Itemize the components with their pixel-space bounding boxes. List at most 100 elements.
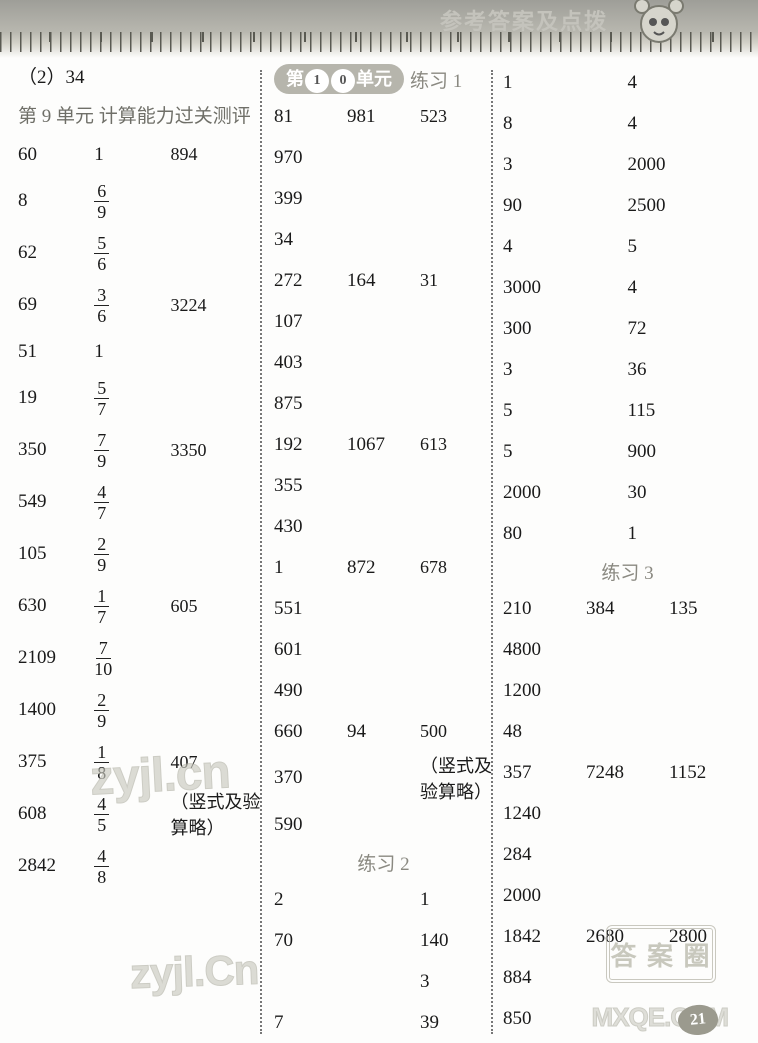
cell: 5 <box>628 236 753 258</box>
table-row: 1921067613 <box>274 424 493 465</box>
cell: 1200 <box>503 680 586 702</box>
cell: 490 <box>274 680 347 702</box>
cell: 894 <box>171 144 263 165</box>
cell: 551 <box>274 598 347 620</box>
cell: 81 <box>274 106 347 128</box>
cell: 2800 <box>669 926 752 948</box>
fraction: 56 <box>94 234 109 273</box>
table-row: 902500 <box>503 185 752 226</box>
cell: 19 <box>18 387 94 409</box>
top-header: 参考答案及点拨 <box>0 0 758 58</box>
cell: （竖式及验算略） <box>171 788 263 840</box>
cell: 875 <box>274 393 347 415</box>
cell: 3 <box>503 359 628 381</box>
table-row: 4800 <box>503 629 752 670</box>
cell: 850 <box>503 1008 586 1030</box>
cell: 970 <box>274 147 347 169</box>
cell: 2000 <box>503 885 586 907</box>
exercise-2-title: 练习 2 <box>274 845 493 879</box>
fraction: 45 <box>94 795 109 834</box>
table-row: 27216431 <box>274 260 493 301</box>
cell: 601 <box>274 639 347 661</box>
page-number: 21 <box>677 1003 720 1037</box>
banner-title: 参考答案及点拨 <box>440 4 608 36</box>
cell: 115 <box>628 400 753 422</box>
cell: 17 <box>94 587 170 626</box>
table-row: 1200 <box>503 670 752 711</box>
cell: 272 <box>274 270 347 292</box>
cell: 590 <box>274 814 347 836</box>
table-row: 551 <box>274 588 493 629</box>
cell: 4800 <box>503 639 586 661</box>
table-row: 739 <box>274 1002 493 1043</box>
table-row: 1240 <box>503 793 752 834</box>
cell: 69 <box>94 182 170 221</box>
exercise-1-title: 练习 1 <box>410 66 462 93</box>
page-content: （2）34 第 9 单元 计算能力过关测评 601894869625669363… <box>0 58 758 1043</box>
cell: 407 <box>171 752 263 773</box>
cell: 60 <box>18 144 94 166</box>
fraction: 48 <box>94 847 109 886</box>
cell: 94 <box>347 721 420 743</box>
cell: 900 <box>628 441 753 463</box>
cell: 90 <box>503 195 628 217</box>
cell: 4 <box>503 236 628 258</box>
cell: 3350 <box>171 440 263 461</box>
table-row: 1957 <box>18 372 262 424</box>
table-row: 210 384 135 <box>503 588 752 629</box>
table-row: 370（竖式及验算略） <box>274 752 493 804</box>
exercise-3-title: 练习 3 <box>503 554 752 588</box>
cell: 630 <box>18 595 94 617</box>
cell: 3 <box>420 971 493 993</box>
table-row: 284248 <box>18 840 262 892</box>
cell: 29 <box>94 691 170 730</box>
cell: 45 <box>94 795 170 834</box>
cell: 384 <box>586 598 669 620</box>
table-row: 601894 <box>18 134 262 175</box>
cell: 1400 <box>18 699 94 721</box>
table-row: 60845（竖式及验算略） <box>18 788 262 840</box>
badge-digit-1: 1 <box>305 69 329 93</box>
cell: 2109 <box>18 647 94 669</box>
cell: 3224 <box>171 295 263 316</box>
table-row: 45 <box>503 226 752 267</box>
fraction: 29 <box>94 691 109 730</box>
table-row: 3 <box>274 961 493 1002</box>
cell: 403 <box>274 352 347 374</box>
cell: 355 <box>274 475 347 497</box>
cell: 613 <box>420 434 493 455</box>
table-row: 21 <box>274 879 493 920</box>
cell: 62 <box>18 242 94 264</box>
cell: 2000 <box>628 154 753 176</box>
cell: 80 <box>503 523 628 545</box>
table-row: 14 <box>503 62 752 103</box>
table-row: 2000 <box>503 875 752 916</box>
cell: 34 <box>274 229 347 251</box>
cell: 1 <box>420 889 493 911</box>
table-row: 970 <box>274 137 493 178</box>
table-row: 1842 2680 2800 <box>503 916 752 957</box>
cell: 399 <box>274 188 347 210</box>
cell: 370 <box>274 767 347 789</box>
fraction: 47 <box>94 483 109 522</box>
table-row: 5900 <box>503 431 752 472</box>
table-row: 1872678 <box>274 547 493 588</box>
table-row: 32000 <box>503 144 752 185</box>
answer-fragment: （2）34 <box>18 62 262 94</box>
badge-suffix: 单元 <box>356 69 392 89</box>
cell: 48 <box>503 721 586 743</box>
cell: 30 <box>628 482 753 504</box>
cell: 48 <box>94 847 170 886</box>
table-row: 81981523 <box>274 96 493 137</box>
table-row: 2109710 <box>18 632 262 684</box>
table-row: 37518407 <box>18 736 262 788</box>
fraction: 36 <box>94 286 109 325</box>
cell: 7248 <box>586 762 669 784</box>
cell: 36 <box>94 286 170 325</box>
table-row: 284 <box>503 834 752 875</box>
cell: 57 <box>94 379 170 418</box>
cell: 357 <box>503 762 586 784</box>
table-row: 140029 <box>18 684 262 736</box>
table-row: 84 <box>503 103 752 144</box>
cell: 1152 <box>669 762 752 784</box>
